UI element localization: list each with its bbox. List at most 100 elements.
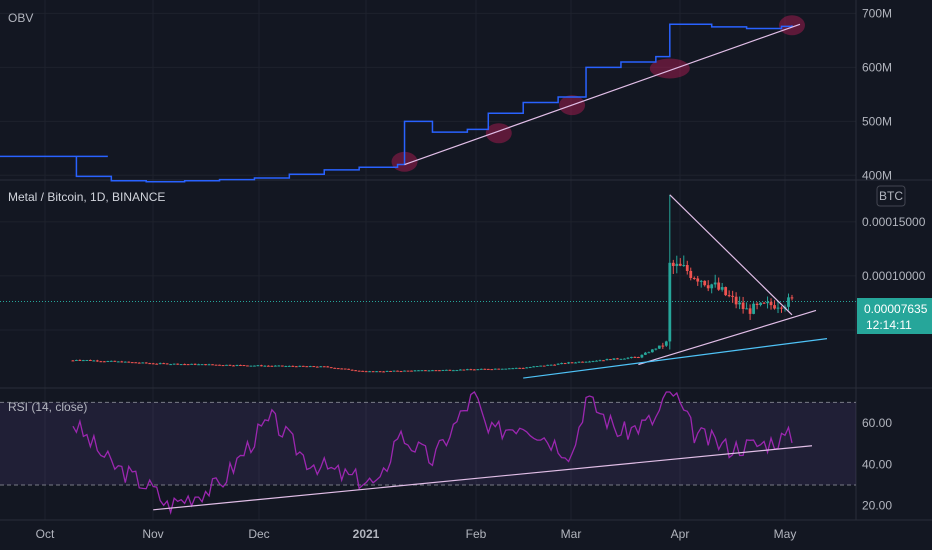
candle-body — [232, 365, 235, 367]
candle-body — [546, 364, 550, 366]
candle-body — [287, 365, 291, 367]
price-pane[interactable]: Metal / Bitcoin, 1D, BINANCE BTC 0.00015… — [0, 185, 932, 379]
candle-body — [312, 366, 316, 368]
candle-body — [354, 370, 358, 372]
obv-trendline[interactable] — [404, 23, 801, 166]
candle-body — [378, 371, 382, 373]
candle-body — [368, 371, 372, 373]
candle-body — [172, 363, 176, 365]
candle-body — [183, 364, 187, 366]
candle-body — [542, 365, 546, 367]
candle-body — [228, 364, 232, 366]
candle-body — [553, 364, 557, 366]
candle-body — [692, 277, 696, 279]
currency-badge-label: BTC — [879, 189, 903, 203]
candle-body — [521, 367, 525, 369]
candle-body — [169, 364, 173, 366]
candle-body — [657, 345, 661, 349]
candle-body — [685, 265, 689, 271]
candle-body — [179, 364, 183, 366]
candle-body — [745, 308, 749, 310]
candle-body — [664, 341, 668, 346]
candle-body — [382, 371, 385, 373]
wedge-upper-trendline[interactable] — [669, 194, 793, 316]
obv-line — [0, 23, 793, 183]
candle-body — [654, 348, 658, 350]
candle-body — [144, 362, 148, 364]
rsi-tick-label: 20.00 — [862, 499, 892, 513]
candle-body — [451, 370, 455, 372]
candle-body — [734, 296, 738, 305]
candle-body — [329, 367, 333, 369]
obv-pane-label: OBV — [8, 11, 33, 25]
candle-body — [305, 366, 309, 368]
candle-body — [141, 362, 145, 364]
candle-body — [441, 369, 445, 371]
candle-body — [706, 285, 710, 289]
candle-body — [347, 368, 351, 370]
candle-body — [787, 297, 790, 307]
time-axis[interactable]: Oct Nov Dec 2021 Feb Mar Apr May — [36, 527, 797, 541]
candle-body — [273, 365, 277, 367]
candle-body — [790, 297, 794, 299]
obv-pane[interactable]: OBV 700M 600M 500M 400M — [0, 6, 892, 183]
candle-body — [95, 360, 99, 362]
currency-badge[interactable]: BTC — [876, 185, 906, 207]
candle-body — [650, 349, 654, 353]
candle-body — [158, 363, 162, 365]
candle-body — [727, 295, 731, 297]
candle-body — [396, 370, 399, 372]
candle-body — [249, 365, 253, 367]
candle-body — [591, 360, 595, 362]
candle-body — [301, 365, 305, 367]
candle-body — [326, 366, 330, 368]
candle-body — [333, 367, 337, 369]
candle-body — [479, 368, 483, 370]
candle-body — [263, 365, 267, 367]
candle-body — [319, 366, 323, 368]
candle-body — [431, 370, 434, 372]
candle-body — [392, 370, 396, 372]
candle-body — [148, 363, 152, 365]
obv-tick-label: 700M — [862, 6, 892, 20]
candle-body — [577, 361, 581, 363]
candle-body — [162, 363, 166, 365]
candle-body — [99, 361, 103, 363]
candle-body — [127, 361, 131, 363]
candle-body — [493, 368, 497, 370]
rsi-trendline[interactable] — [153, 445, 813, 511]
candle-body — [563, 363, 567, 365]
rsi-pane[interactable]: RSI (14, close) 60.00 40.00 20.00 — [0, 391, 892, 515]
rsi-line — [72, 391, 793, 515]
candle-body — [640, 354, 644, 358]
candle-body — [340, 368, 344, 370]
wedge-lower-trendline[interactable] — [638, 309, 817, 366]
candle-body — [671, 262, 675, 267]
obv-tick-label: 400M — [862, 168, 892, 182]
candle-body — [204, 364, 207, 366]
candle-body — [486, 368, 490, 370]
price-trendlines[interactable] — [523, 194, 828, 379]
candle-body — [239, 364, 242, 366]
support-trendline[interactable] — [523, 337, 828, 379]
candle-body — [336, 368, 340, 370]
candle-body — [619, 358, 623, 360]
price-tick-label: 0.00015000 — [862, 215, 926, 229]
last-price-value: 0.00007635 — [864, 302, 928, 316]
candle-body — [762, 302, 766, 304]
candle-body — [699, 280, 703, 282]
candle-body — [294, 366, 298, 368]
candle-body — [218, 364, 221, 366]
candle-body — [242, 365, 246, 367]
candle-body — [476, 369, 480, 371]
candle-body — [371, 371, 375, 373]
candle-body — [277, 365, 281, 367]
last-price-label: 0.00007635 12:14:11 — [857, 298, 932, 334]
candle-body — [116, 361, 120, 363]
candle-body — [413, 370, 417, 372]
candle-body — [682, 265, 686, 267]
candle-body — [469, 369, 473, 371]
time-tick-label: 2021 — [353, 527, 380, 541]
candle-body — [417, 370, 420, 372]
